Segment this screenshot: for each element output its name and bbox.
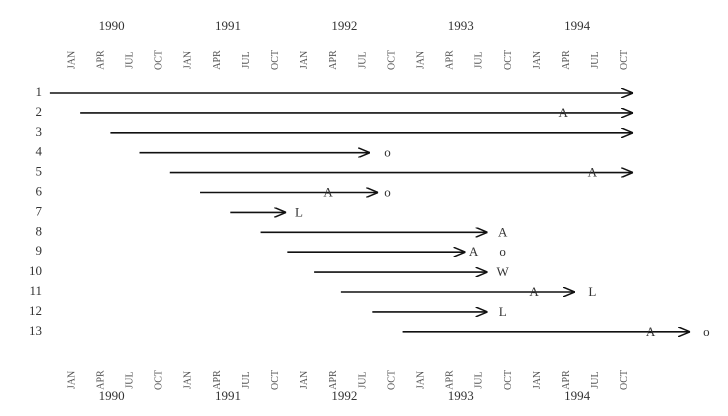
x-tick-label: OCT <box>270 370 281 390</box>
x-tick-label: JUL <box>590 51 601 68</box>
annotation: A <box>588 165 598 180</box>
x-tick-label: JUL <box>241 51 252 68</box>
x-tick-label: APR <box>445 50 456 70</box>
annotation: o <box>384 184 391 199</box>
annotation: A <box>559 105 569 120</box>
x-tick-label: APR <box>328 50 339 70</box>
x-tick-label: JAN <box>66 371 77 389</box>
x-tick-label: JAN <box>299 51 310 69</box>
annotation: o <box>384 145 391 160</box>
year-label: 1991 <box>215 388 241 403</box>
annotation: W <box>497 264 510 279</box>
row-label: 7 <box>36 203 43 218</box>
x-tick-label: JAN <box>66 51 77 69</box>
x-tick-label: APR <box>95 370 106 390</box>
x-tick-label: JUL <box>474 371 485 388</box>
row-label: 9 <box>36 243 43 258</box>
row-label: 1 <box>36 84 43 99</box>
x-tick-label: OCT <box>154 370 165 390</box>
year-label: 1994 <box>564 18 591 33</box>
annotation: o <box>703 324 710 339</box>
row-label: 10 <box>29 263 42 278</box>
x-tick-label: APR <box>561 370 572 390</box>
row-label: 11 <box>29 283 42 298</box>
x-tick-label: JAN <box>415 51 426 69</box>
x-tick-label: JUL <box>357 371 368 388</box>
year-label: 1993 <box>448 388 474 403</box>
x-tick-label: OCT <box>386 50 397 70</box>
annotation: L <box>588 284 596 299</box>
year-label: 1992 <box>331 388 357 403</box>
x-tick-label: APR <box>445 370 456 390</box>
x-tick-label: JUL <box>357 51 368 68</box>
x-tick-label: OCT <box>154 50 165 70</box>
x-tick-label: JUL <box>241 371 252 388</box>
x-tick-label: APR <box>561 50 572 70</box>
x-tick-label: OCT <box>619 50 630 70</box>
annotation: A <box>323 184 333 199</box>
x-tick-label: APR <box>95 50 106 70</box>
year-label: 1992 <box>331 18 357 33</box>
row-label: 4 <box>36 144 43 159</box>
year-label: 1993 <box>448 18 474 33</box>
x-tick-label: JAN <box>532 371 543 389</box>
row-label: 5 <box>36 164 43 179</box>
x-tick-label: JAN <box>415 371 426 389</box>
x-tick-label: JAN <box>532 51 543 69</box>
row-label: 2 <box>36 104 43 119</box>
x-tick-label: JAN <box>183 371 194 389</box>
x-tick-label: JUL <box>590 371 601 388</box>
x-tick-label: JAN <box>299 371 310 389</box>
annotation: A <box>498 224 508 239</box>
annotation: L <box>499 304 507 319</box>
x-tick-label: APR <box>212 50 223 70</box>
row-label: 12 <box>29 303 42 318</box>
year-label: 1991 <box>215 18 241 33</box>
annotation: L <box>295 204 303 219</box>
x-tick-label: JUL <box>124 371 135 388</box>
row-label: 8 <box>36 223 43 238</box>
x-tick-label: APR <box>212 370 223 390</box>
year-label: 1990 <box>99 18 125 33</box>
x-tick-label: JAN <box>183 51 194 69</box>
x-tick-label: JUL <box>124 51 135 68</box>
row-label: 6 <box>36 183 43 198</box>
annotation: A <box>529 284 539 299</box>
x-tick-label: OCT <box>270 50 281 70</box>
annotation: o <box>499 244 506 259</box>
row-label: 13 <box>29 323 42 338</box>
year-label: 1994 <box>564 388 591 403</box>
year-label: 1990 <box>99 388 125 403</box>
annotation: A <box>469 244 479 259</box>
x-tick-label: APR <box>328 370 339 390</box>
row-label: 3 <box>36 124 43 139</box>
x-tick-label: OCT <box>619 370 630 390</box>
x-tick-label: OCT <box>386 370 397 390</box>
x-tick-label: OCT <box>503 370 514 390</box>
annotation: A <box>646 324 656 339</box>
x-tick-label: OCT <box>503 50 514 70</box>
x-tick-label: JUL <box>474 51 485 68</box>
